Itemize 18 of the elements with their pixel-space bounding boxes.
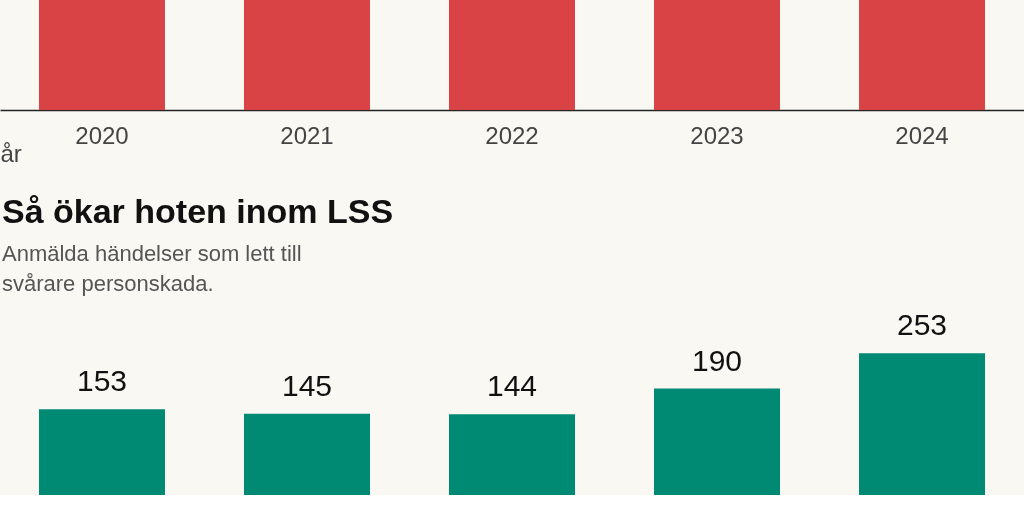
x-tick-label: 2020 [75, 121, 129, 149]
data-label: 153 [76, 364, 128, 398]
x-axis-title: år [0, 139, 22, 167]
x-tick-label: 2021 [280, 121, 334, 149]
data-label: 190 [691, 343, 743, 377]
chart-title: Så ökar hoten inom LSS [2, 192, 394, 231]
data-label: 253 [896, 308, 948, 342]
bar [859, 353, 986, 495]
bar [654, 388, 781, 495]
x-tick-label: 2023 [690, 121, 744, 149]
x-tick-label: 2024 [895, 121, 949, 149]
bar [449, 414, 575, 495]
chart-subtitle: Anmälda händelser som lett till svårare personskada. [2, 241, 302, 297]
data-label: 145 [281, 368, 333, 402]
x-tick-label: 2022 [485, 121, 539, 149]
bar [243, 413, 370, 495]
bar [38, 409, 165, 495]
data-label: 144 [486, 369, 538, 403]
